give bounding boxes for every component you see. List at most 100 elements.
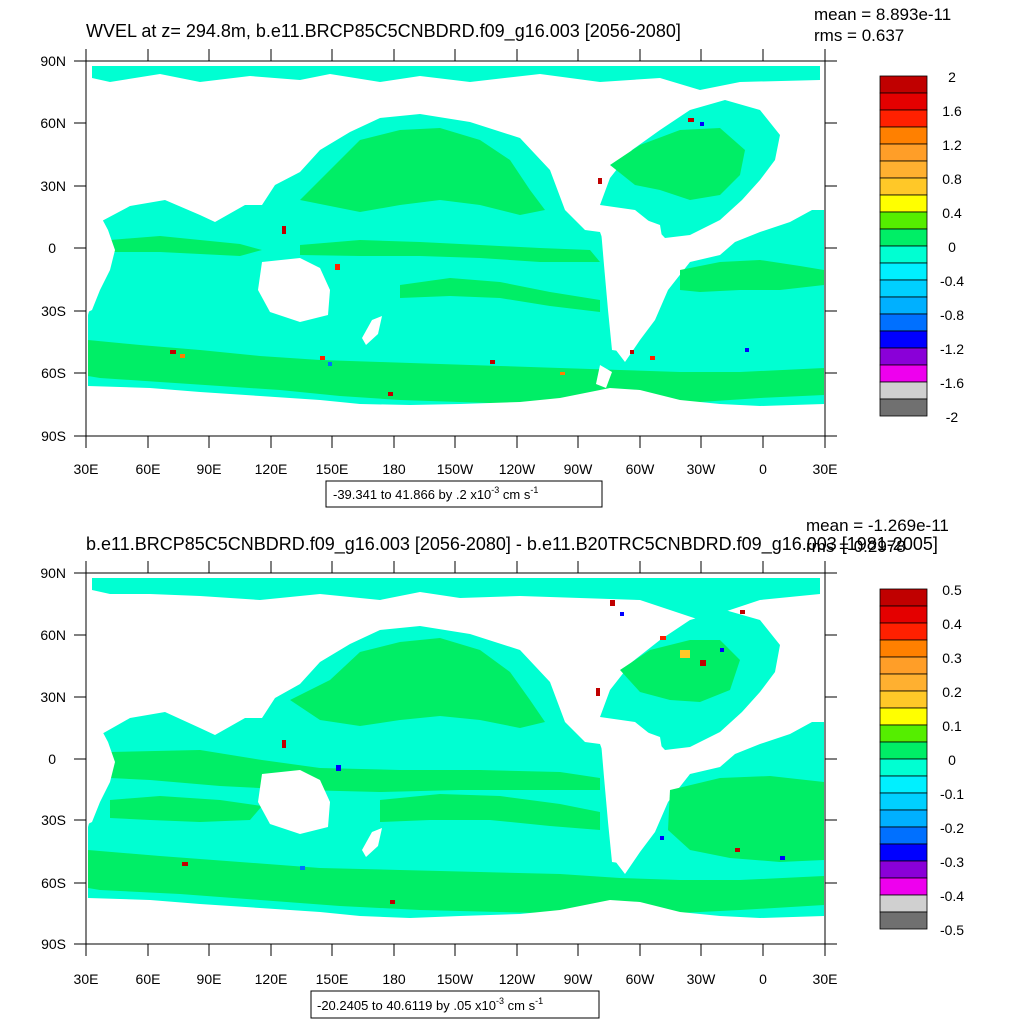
southern-ocean-band [88,340,824,404]
colorbar-swatch [879,894,928,913]
lat-label: 30N [40,689,66,705]
lon-label: 60E [136,461,161,477]
colorbar-swatch [879,228,928,247]
colorbar-swatch [879,330,928,349]
antarctic-peninsula [596,365,612,388]
colorbar-swatch [879,877,928,896]
lat-label: 60N [40,627,66,643]
panel-2: b.e11.BRCP85C5CNBDRD.f09_g16.003 [2056-2… [40,516,964,1019]
panel-2-lat-ticks [74,572,837,945]
colorbar-label: 0.4 [942,616,962,632]
colorbar-label: 0.1 [942,718,962,734]
colorbar-label: 2 [948,69,956,85]
colorbar-label: 1.6 [942,103,962,119]
panel-2-lon-ticks [85,561,826,956]
lon-label: 30E [813,461,838,477]
new-zealand [362,828,382,857]
panel-2-mean: mean = -1.269e-11 [806,516,949,535]
colorbar-swatch [879,809,928,828]
lon-label: 150W [437,461,474,477]
north-pacific-band-2 [300,240,600,262]
lat-label: 90N [40,565,66,581]
lon-label: 150W [437,971,474,987]
lon-label: 120E [255,461,288,477]
indian-ocean-band [110,236,262,256]
panel-2-colorbar [879,588,928,930]
panel-1-map [85,60,826,437]
panel-1-lon-axis: 30E 60E 90E 120E 150E 180 150W 120W 90W … [74,461,838,477]
colorbar-swatch [879,109,928,128]
arctic-ocean [92,66,820,90]
southern-ocean-band [88,850,824,914]
antarctica [88,386,824,436]
svg-text:-39.341 to 41.866 by .2 x10-3: -39.341 to 41.866 by .2 x10-3 cm s-1 [333,485,538,502]
lon-label: 150E [316,971,349,987]
lon-label: 90E [197,971,222,987]
panel-1-title: WVEL at z= 294.8m, b.e11.BRCP85C5CNBDRD.… [86,21,681,42]
colorbar-swatch [879,639,928,658]
australia [258,258,330,322]
panel-2-colorbar-labels: 0.5 0.4 0.3 0.2 0.1 0 -0.1 -0.2 -0.3 -0.… [940,582,964,938]
panel-1-colorbar-labels: 2 1.6 1.2 0.8 0.4 0 -0.4 -0.8 -1.2 -1.6 … [940,69,964,425]
panel-1-lat-ticks [74,60,837,437]
colorbar-swatch [879,741,928,760]
colorbar-swatch [879,92,928,111]
colorbar-swatch [879,707,928,726]
panel-2-lon-axis: 30E 60E 90E 120E 150E 180 150W 120W 90W … [74,971,838,987]
lon-label: 0 [759,461,767,477]
lat-label: 90N [40,53,66,69]
colorbar-swatch [879,262,928,281]
lat-label: 30S [41,303,66,319]
range-unit: cm s [499,487,531,502]
lat-label: 90S [41,428,66,444]
new-zealand [362,316,382,345]
svg-text:-20.2405 to 40.6119 by .05 x10: -20.2405 to 40.6119 by .05 x10-3 cm s-1 [317,996,543,1013]
colorbar-label: -0.3 [940,854,964,870]
range-unit-exponent: -1 [535,996,543,1006]
colorbar-swatch [879,758,928,777]
anomaly-flecks [182,600,785,904]
panel-1-range-box: -39.341 to 41.866 by .2 x10-3 cm s-1 [325,480,603,508]
colorbar-swatch [879,860,928,879]
panel-1: WVEL at z= 294.8m, b.e11.BRCP85C5CNBDRD.… [40,5,964,508]
south-america [600,214,665,352]
range-exponent: -3 [491,485,499,495]
lon-label: 30E [813,971,838,987]
lon-label: 90W [564,461,594,477]
lat-label: 60S [41,875,66,891]
colorbar-swatch [879,656,928,675]
range-exponent: -3 [496,996,504,1006]
colorbar-swatch [879,381,928,400]
colorbar-swatch [879,792,928,811]
lon-label: 30E [74,971,99,987]
colorbar-label: 0 [948,239,956,255]
north-atlantic-band [610,128,745,200]
range-unit: cm s [504,998,536,1013]
colorbar-swatch [879,398,928,417]
colorbar-label: 0.2 [942,684,962,700]
panel-2-rms: rms = 0.2978 [806,537,906,556]
colorbar-swatch [879,296,928,315]
colorbar-swatch [879,673,928,692]
colorbar-swatch [879,160,928,179]
panel-2-range-box: -20.2405 to 40.6119 by .05 x10-3 cm s-1 [310,990,600,1019]
panel-1-colorbar [879,75,928,417]
north-pacific-band [290,638,545,728]
colorbar-label: 0 [948,752,956,768]
lon-label: 180 [382,971,406,987]
africa [88,727,115,824]
colorbar-swatch [879,775,928,794]
colorbar-label: -1.6 [940,375,964,391]
colorbar-label: -0.8 [940,307,964,323]
lon-label: 180 [382,461,406,477]
australia [258,770,330,834]
north-atlantic-band [620,640,740,702]
colorbar-swatch [879,347,928,366]
colorbar-label: -2 [946,409,959,425]
lat-label: 30S [41,812,66,828]
panel-1-rms: rms = 0.637 [814,26,904,45]
panel-1-lat-axis: 90N 60N 30N 0 30S 60S 90S [40,53,66,444]
colorbar-label: 1.2 [942,137,962,153]
colorbar-swatch [879,313,928,332]
